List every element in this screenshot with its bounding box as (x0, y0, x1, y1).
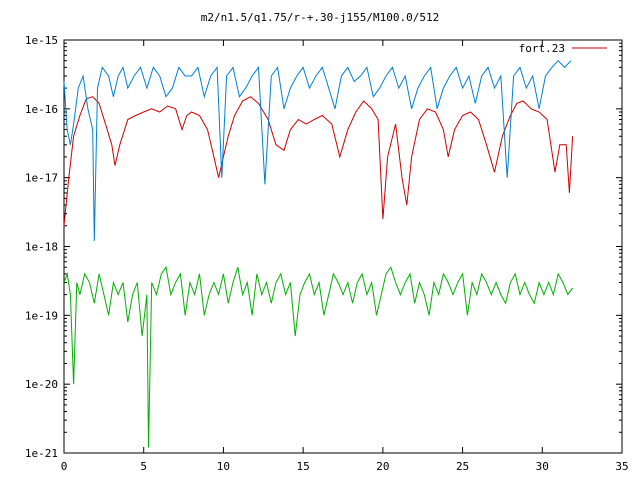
y-tick-label: 1e-16 (25, 103, 58, 116)
y-tick-label: 1e-21 (25, 447, 58, 460)
y-tick-label: 1e-19 (25, 309, 58, 322)
x-tick-label: 25 (456, 460, 469, 473)
x-tick-label: 5 (140, 460, 147, 473)
series-line-2 (63, 59, 572, 242)
y-tick-label: 1e-17 (25, 172, 58, 185)
series-line-3 (63, 265, 574, 448)
chart-axes: 0 5 10 15 20 25 30 35 1e-21 1e-20 1e-19 1e-18 1e-17 1… (25, 34, 629, 473)
y-tick-label: 1e-20 (25, 378, 58, 391)
x-tick-label: 15 (297, 460, 310, 473)
chart-title: m2/n1.5/q1.75/r-+.30-j155/M100.0/512 (200, 11, 440, 24)
chart-series (63, 59, 574, 448)
chart-legend: fort.23 (519, 42, 607, 55)
x-tick-label: 30 (536, 460, 549, 473)
series-line-1 (63, 96, 574, 226)
legend-label: fort.23 (519, 42, 565, 55)
y-tick-label: 1e-15 (25, 34, 58, 47)
y-tick-label: 1e-18 (25, 241, 58, 254)
x-tick-label: 35 (615, 460, 628, 473)
x-tick-label: 20 (376, 460, 389, 473)
x-tick-label: 10 (217, 460, 230, 473)
x-tick-label: 0 (61, 460, 68, 473)
